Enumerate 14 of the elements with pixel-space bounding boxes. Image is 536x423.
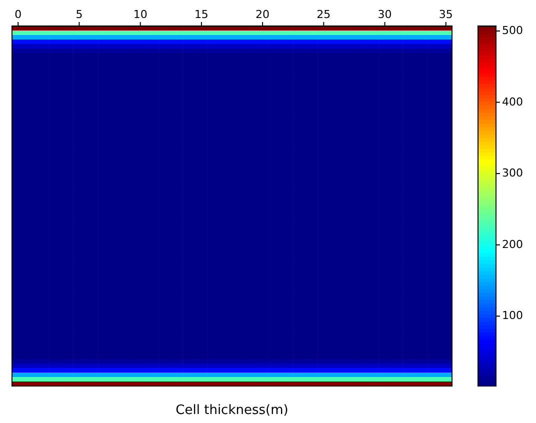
color-bar-label: 200 xyxy=(502,238,523,251)
x-axis-title: Cell thickness(m) xyxy=(176,403,288,418)
color-bar-label: 400 xyxy=(502,95,523,108)
x-tick-label: 30 xyxy=(378,8,392,21)
color-bar-label: 500 xyxy=(502,24,523,38)
x-tick-label: 0 xyxy=(14,8,22,21)
x-tick-label: 15 xyxy=(194,8,208,21)
x-tick-label: 25 xyxy=(316,8,331,21)
x-tick-label: 20 xyxy=(256,8,270,21)
x-tick-label: 5 xyxy=(76,8,83,21)
color-bar-label: 100 xyxy=(502,309,523,322)
color-bar-label: 300 xyxy=(502,166,523,180)
x-tick-label: 35 xyxy=(438,8,453,21)
x-tick-label: 10 xyxy=(133,8,148,21)
